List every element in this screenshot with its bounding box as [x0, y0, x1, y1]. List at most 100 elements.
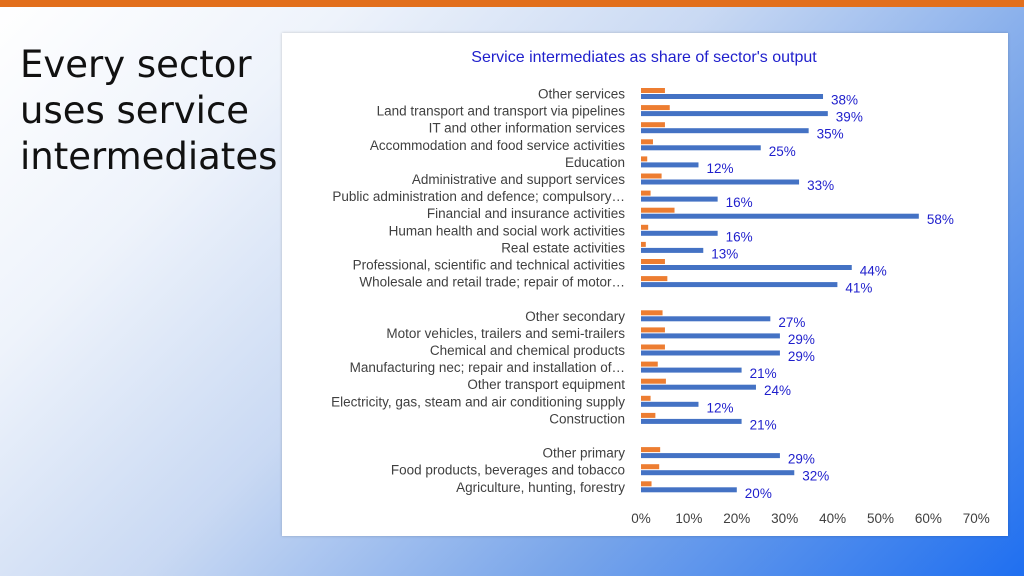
- category-label: Education: [565, 155, 625, 170]
- value-label: 12%: [706, 400, 733, 415]
- x-tick-label: 40%: [819, 511, 846, 526]
- value-label: 29%: [788, 452, 815, 467]
- secondary-bar: [641, 259, 665, 264]
- category-label: Accommodation and food service activitie…: [370, 138, 625, 153]
- bars: [641, 88, 919, 493]
- value-label: 13%: [711, 246, 738, 261]
- category-label: Food products, beverages and tobacco: [391, 463, 625, 478]
- value-bar: [641, 145, 761, 151]
- value-bar: [641, 401, 699, 407]
- x-tick-label: 30%: [771, 511, 798, 526]
- secondary-bar: [641, 310, 663, 316]
- value-bar: [641, 316, 771, 322]
- secondary-bar: [641, 241, 646, 247]
- category-label: Wholesale and retail trade; repair of mo…: [359, 275, 625, 290]
- secondary-bar: [641, 395, 651, 401]
- value-label: 33%: [807, 178, 834, 193]
- value-label: 12%: [706, 161, 733, 176]
- chart-svg: Service intermediates as share of sector…: [331, 49, 990, 526]
- secondary-bar: [641, 412, 656, 418]
- value-label: 35%: [817, 127, 844, 142]
- value-label: 32%: [802, 469, 829, 484]
- value-label: 58%: [927, 212, 954, 227]
- value-label: 25%: [769, 144, 796, 159]
- category-label: Public administration and defence; compu…: [332, 189, 625, 204]
- category-label: Electricity, gas, steam and air conditio…: [331, 394, 625, 409]
- value-bar: [641, 179, 800, 185]
- value-bar: [641, 265, 852, 270]
- secondary-bar: [641, 156, 648, 162]
- secondary-bar: [641, 327, 665, 333]
- category-label: Land transport and transport via pipelin…: [377, 104, 626, 119]
- value-labels: 38% 39% 35% 25% 12% 33% 16% 58% 16% 13% 44% 41% 27% 2…: [706, 93, 953, 501]
- value-label: 16%: [726, 229, 753, 244]
- value-bar: [641, 282, 838, 288]
- category-label: Agriculture, hunting, forestry: [456, 480, 625, 495]
- category-label: Other secondary: [525, 309, 625, 324]
- x-tick-label: 20%: [723, 511, 750, 526]
- category-label: Financial and insurance activities: [427, 206, 625, 221]
- value-bar: [641, 350, 780, 356]
- value-bar: [641, 333, 780, 339]
- secondary-bar: [641, 464, 660, 470]
- secondary-bar: [641, 447, 661, 453]
- x-tick-label: 70%: [963, 511, 990, 526]
- category-labels: Other services Land transport and transpo…: [331, 87, 625, 495]
- value-bar: [641, 487, 737, 493]
- value-label: 39%: [836, 110, 863, 125]
- value-bar: [641, 453, 780, 459]
- category-label: Other transport equipment: [467, 377, 625, 392]
- x-tick-label: 10%: [675, 511, 702, 526]
- secondary-bar: [641, 344, 665, 350]
- value-bar: [641, 94, 824, 99]
- value-bar: [641, 470, 795, 476]
- category-label: Human health and social work activities: [389, 223, 626, 238]
- top-accent-bar: [0, 0, 1024, 7]
- value-label: 21%: [750, 366, 777, 381]
- chart-title: Service intermediates as share of sector…: [471, 49, 817, 66]
- secondary-bar: [641, 105, 670, 111]
- value-label: 27%: [778, 315, 805, 330]
- category-label: Other services: [538, 87, 625, 102]
- value-label: 20%: [745, 486, 772, 501]
- x-tick-label: 60%: [915, 511, 942, 526]
- x-tick-label: 0%: [631, 511, 651, 526]
- value-bar: [641, 162, 699, 168]
- x-tick-label: 50%: [867, 511, 894, 526]
- secondary-bar: [641, 378, 666, 384]
- value-label: 29%: [788, 332, 815, 347]
- category-label: Administrative and support services: [412, 172, 625, 187]
- secondary-bar: [641, 361, 658, 367]
- value-label: 24%: [764, 383, 791, 398]
- secondary-bar: [641, 224, 649, 230]
- secondary-bar: [641, 276, 668, 282]
- value-bar: [641, 367, 742, 373]
- value-label: 44%: [860, 264, 887, 279]
- value-label: 38%: [831, 93, 858, 108]
- value-bar: [641, 418, 742, 424]
- category-label: Motor vehicles, trailers and semi-traile…: [386, 326, 625, 341]
- value-bar: [641, 247, 704, 253]
- category-label: Chemical and chemical products: [430, 343, 625, 358]
- category-label: Other primary: [542, 446, 625, 461]
- value-label: 21%: [750, 417, 777, 432]
- category-label: Professional, scientific and technical a…: [353, 258, 626, 273]
- secondary-bar: [641, 481, 652, 487]
- x-axis-ticks: 0% 10% 20% 30% 40% 50% 60% 70%: [631, 511, 990, 526]
- value-bar: [641, 230, 718, 236]
- category-label: IT and other information services: [429, 121, 626, 136]
- category-label: Real estate activities: [501, 240, 625, 255]
- value-label: 41%: [845, 281, 872, 296]
- value-bar: [641, 213, 919, 219]
- secondary-bar: [641, 190, 651, 196]
- value-bar: [641, 128, 809, 134]
- secondary-bar: [641, 139, 653, 145]
- category-label: Manufacturing nec; repair and installati…: [350, 360, 625, 375]
- secondary-bar: [641, 122, 665, 128]
- value-bar: [641, 196, 718, 202]
- value-bar: [641, 384, 756, 390]
- value-bar: [641, 111, 828, 117]
- value-label: 29%: [788, 349, 815, 364]
- secondary-bar: [641, 173, 662, 179]
- secondary-bar: [641, 88, 665, 93]
